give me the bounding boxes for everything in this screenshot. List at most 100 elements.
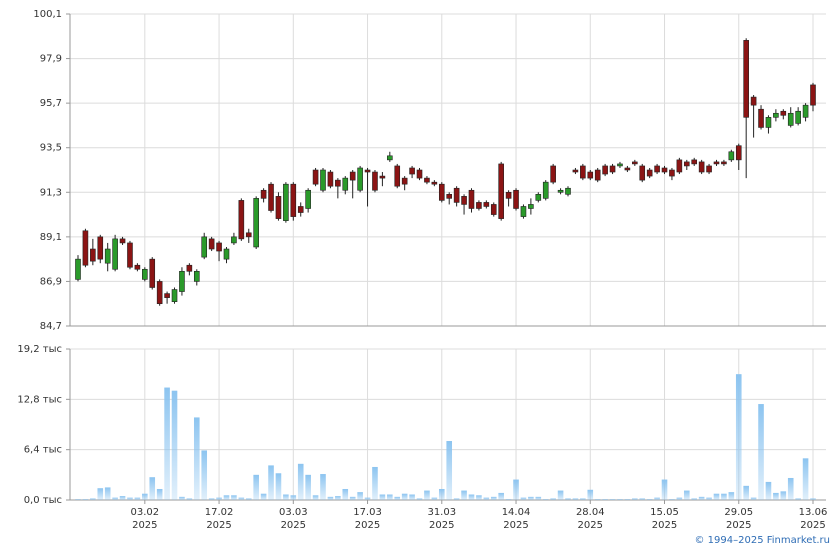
- candle-body: [127, 242, 133, 268]
- volume-bar: [535, 496, 542, 500]
- candle-body: [787, 112, 794, 126]
- candle-body: [424, 177, 430, 183]
- volume-bar: [617, 499, 623, 500]
- candle-body: [75, 258, 81, 280]
- volume-bar: [550, 498, 556, 500]
- candle-body: [490, 204, 497, 215]
- volume-bar: [186, 498, 193, 500]
- candle-body: [572, 169, 579, 173]
- x-tick-label: 13.06 2025: [798, 507, 828, 531]
- volume-bar: [787, 477, 794, 500]
- volume-bar: [557, 490, 564, 500]
- volume-bar: [669, 499, 675, 500]
- volume-bar: [468, 494, 475, 500]
- volume-bar: [179, 496, 185, 500]
- candle-body: [565, 187, 571, 195]
- volume-bar: [335, 496, 341, 500]
- candle-body: [149, 258, 156, 288]
- volume-bar: [706, 497, 712, 500]
- volume-bar: [773, 492, 779, 500]
- x-tick-label: 31.03 2025: [427, 507, 457, 531]
- volume-bar: [683, 490, 690, 500]
- copyright: © 1994–2025 Finmarket.ru: [694, 535, 830, 546]
- volume-bar: [780, 491, 787, 500]
- candle-body: [297, 206, 304, 213]
- candle-body: [142, 268, 148, 280]
- volume-bar: [795, 498, 801, 500]
- y-tick-label: 100,1: [33, 9, 62, 20]
- candle-body: [253, 198, 259, 248]
- candle-body: [483, 202, 490, 207]
- volume-bar: [201, 450, 208, 500]
- volume-bar: [802, 458, 809, 500]
- volume-bar: [260, 493, 267, 500]
- volume-bar: [364, 497, 371, 500]
- y-tick-label: 95,7: [40, 98, 62, 109]
- volume-bar: [743, 485, 749, 500]
- candle-body: [535, 194, 542, 201]
- y-tick-label: 93,5: [40, 143, 62, 154]
- volume-bar: [149, 477, 156, 500]
- volume-bar: [750, 497, 757, 500]
- candle-body: [580, 165, 586, 179]
- x-tick-label: 15.05 2025: [650, 507, 679, 531]
- volume-bar: [654, 497, 660, 500]
- volume-bar: [231, 495, 237, 500]
- candle-body: [416, 169, 423, 179]
- candle-body: [438, 183, 445, 201]
- volume-bar: [90, 498, 96, 500]
- volume-bar: [119, 496, 126, 500]
- volume-bar: [728, 492, 735, 500]
- volume-bar: [713, 493, 720, 500]
- volume-bar: [416, 498, 423, 500]
- y-tick-label: 12,8 тыс: [17, 394, 62, 405]
- candle-body: [245, 232, 252, 238]
- candle-body: [654, 165, 660, 173]
- volume-bar: [283, 494, 289, 500]
- volume-bar: [320, 474, 326, 500]
- volume-bar: [528, 496, 534, 500]
- volume-bar: [409, 494, 415, 500]
- candle-body: [706, 165, 712, 173]
- volume-bar: [253, 474, 259, 500]
- candle-body: [446, 194, 453, 199]
- y-tick-label: 89,1: [40, 232, 62, 243]
- volume-bar: [134, 497, 141, 500]
- candle-body: [171, 289, 178, 302]
- volume-bar: [580, 498, 586, 500]
- candle-body: [661, 167, 668, 173]
- candle-body: [609, 165, 616, 173]
- volume-bar: [735, 374, 742, 500]
- volume-bar: [446, 441, 453, 500]
- candle-body: [476, 202, 482, 209]
- candle-body: [186, 264, 193, 272]
- candle-body: [290, 183, 297, 217]
- x-tick-label: 03.03 2025: [278, 507, 308, 531]
- volume-bar: [646, 499, 653, 500]
- volume-bar: [424, 490, 430, 500]
- volume-bar: [624, 499, 631, 500]
- candle-body: [698, 161, 705, 173]
- volume-bar: [520, 497, 527, 500]
- volume-bar: [305, 474, 311, 500]
- volume-bar: [104, 487, 111, 500]
- candle-body: [513, 189, 519, 209]
- volume-bar: [223, 495, 230, 500]
- x-tick-label: 17.03 2025: [353, 507, 382, 531]
- candle-body: [639, 165, 646, 181]
- volume-bar: [513, 479, 519, 500]
- volume-bar: [208, 498, 215, 500]
- volume-bar: [476, 495, 482, 500]
- volume-bar: [572, 498, 579, 500]
- candle-body: [691, 159, 698, 165]
- candle-body: [164, 293, 170, 298]
- volume-bar: [483, 497, 490, 500]
- volume-bar: [453, 498, 460, 500]
- volume-bar: [542, 499, 549, 500]
- volume-bar: [268, 465, 274, 500]
- volume-bar: [82, 499, 89, 500]
- volume-bar: [342, 488, 349, 500]
- volume-bar: [164, 387, 170, 500]
- candle-body: [773, 112, 779, 118]
- candle-body: [231, 236, 237, 244]
